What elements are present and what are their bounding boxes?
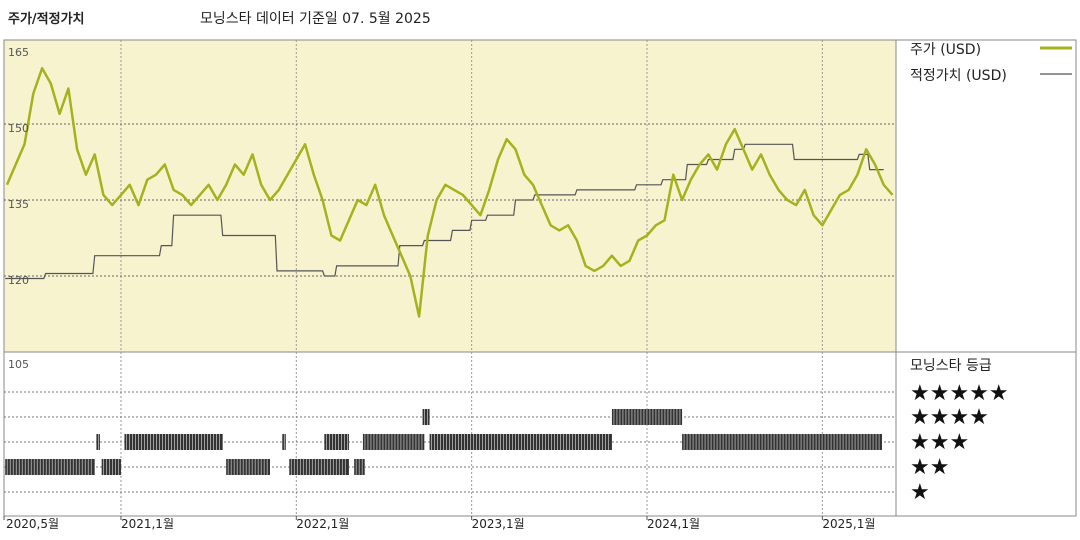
rating-bar-6: [289, 459, 349, 475]
rating-bar-9: [362, 434, 425, 450]
rating-segment-13: [682, 434, 882, 450]
rating-segment-3: [124, 434, 223, 450]
rating-bar-4: [226, 459, 271, 475]
x-tick-label-4: 2024,1월: [647, 517, 700, 531]
price-line: [5, 67, 894, 318]
rating-segment-8: [354, 459, 365, 475]
rating-5-stars: ★★★★★: [910, 381, 1009, 406]
legend-fair-label: 적정가치 (USD): [910, 68, 1007, 84]
rating-3-stars: ★★★: [910, 430, 969, 455]
rating-segment-7: [324, 434, 349, 450]
rating-segment-12: [611, 409, 683, 425]
y-tick-label-3: 120: [8, 274, 29, 287]
chart-subtitle: 모닝스타 데이터 기준일 07. 5월 2025: [200, 11, 431, 27]
rating-segment-1: [96, 434, 100, 450]
x-tick-label-2: 2022,1월: [296, 517, 349, 531]
y-tick-label-1: 150: [8, 122, 29, 135]
y-tick-label-2: 135: [8, 198, 29, 211]
price-panel: [3, 39, 897, 353]
rating-bar-7: [324, 434, 349, 450]
page-title: 주가/적정가치: [8, 12, 85, 27]
legend-panel: [895, 39, 1077, 517]
x-tick-label-5: 2025,1월: [822, 517, 875, 531]
rating-segment-10: [422, 409, 430, 425]
rating-segment-0: [5, 459, 95, 475]
rating-legend-title: 모닝스타 등급: [910, 358, 992, 374]
x-tick-label-0: 2020,5월: [6, 517, 59, 531]
rating-segment-6: [289, 459, 349, 475]
rating-bar-3: [124, 434, 223, 450]
legend-price-label: 주가 (USD): [910, 42, 981, 58]
rating-segment-11: [429, 434, 612, 450]
x-tick-label-3: 2023,1월: [472, 517, 525, 531]
rating-segment-5: [282, 434, 286, 450]
rating-bar-0: [5, 459, 95, 475]
rating-segment-2: [101, 459, 121, 475]
y-tick-label-0: 165: [8, 46, 29, 59]
rating-segment-9: [362, 434, 425, 450]
rating-bar-10: [422, 409, 430, 425]
rating-bar-2: [101, 459, 121, 475]
fair-value-line: [5, 143, 884, 280]
rating-4-stars: ★★★★: [910, 405, 989, 430]
rating-y-tick-label: 105: [8, 358, 29, 371]
rating-segment-4: [226, 459, 271, 475]
rating-2-stars: ★★: [910, 455, 949, 480]
x-tick-label-1: 2021,1월: [121, 517, 174, 531]
rating-1-star: ★: [910, 480, 930, 505]
